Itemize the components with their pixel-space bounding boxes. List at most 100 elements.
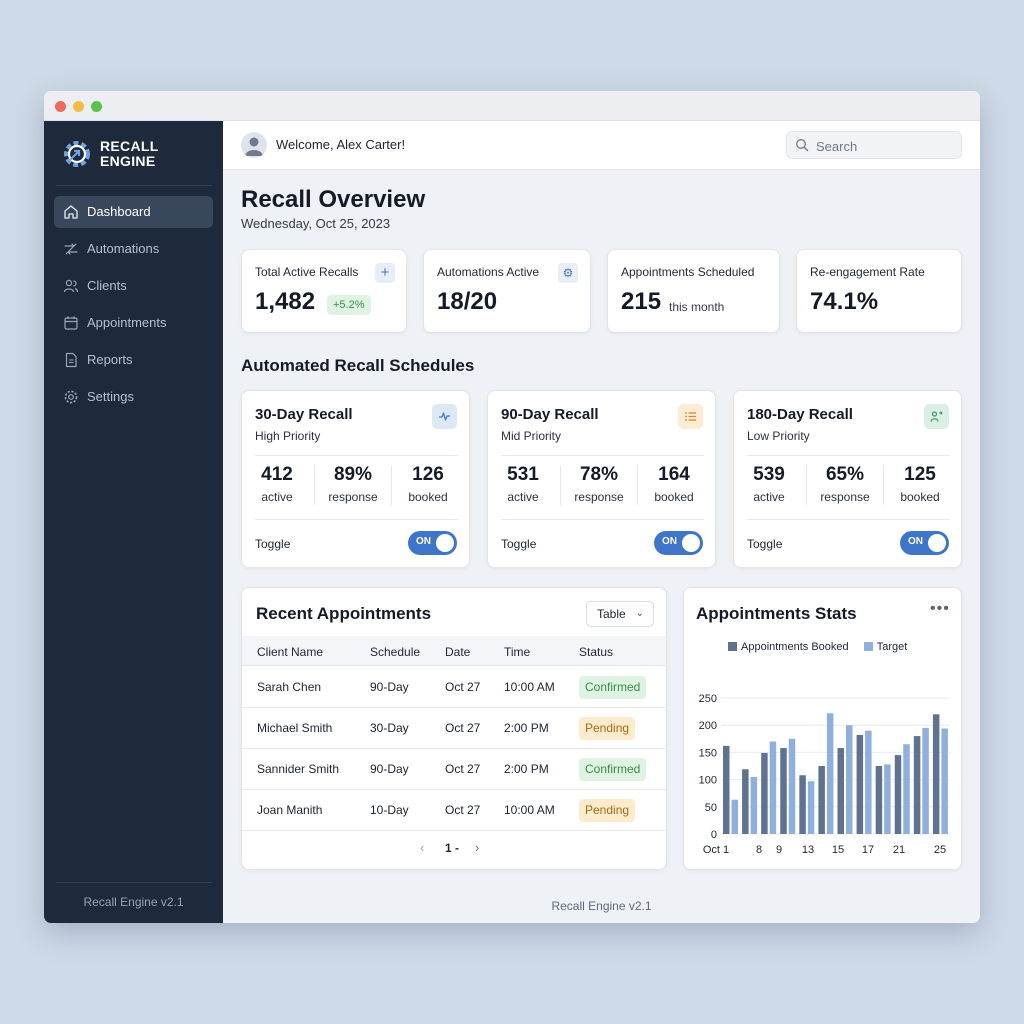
column-header[interactable]: Schedule xyxy=(370,645,421,659)
divider xyxy=(637,465,638,505)
bar-target xyxy=(846,725,853,834)
x-tick-label: 8 xyxy=(756,844,762,856)
recall-toggle-switch[interactable]: ON xyxy=(408,531,457,555)
maximize-window-button[interactable] xyxy=(91,101,102,112)
bar-target xyxy=(826,713,834,834)
welcome-message: Welcome, Alex Carter! xyxy=(276,137,406,152)
document-icon xyxy=(65,352,77,368)
toggle-knob xyxy=(928,534,946,552)
stat-card-reengagement-rate[interactable]: Re-engagement Rate 74.1% xyxy=(796,249,962,333)
recall-priority: Mid Priority xyxy=(501,429,562,443)
page-date: Wednesday, Oct 25, 2023 xyxy=(241,216,391,231)
stat-suffix: this month xyxy=(669,300,725,314)
toggle-label: Toggle xyxy=(501,537,537,551)
pulse-icon[interactable] xyxy=(432,404,457,429)
sidebar-item-appointments[interactable]: Appointments xyxy=(54,307,213,339)
bar-target xyxy=(769,741,777,834)
recent-appointments-card: Recent Appointments Table ⌄ Client Name … xyxy=(241,587,667,870)
status-badge: Confirmed xyxy=(579,676,647,699)
table-row[interactable]: Joan Manith 10-Day Oct 27 10:00 AM Pendi… xyxy=(242,790,666,831)
sidebar-item-settings[interactable]: Settings xyxy=(54,381,213,413)
table-row[interactable]: Michael Smith 30-Day Oct 27 2:00 PM Pend… xyxy=(242,708,666,749)
card-title: Appointments Stats xyxy=(696,604,857,623)
search-input[interactable]: Search xyxy=(786,131,962,159)
recall-toggle-switch[interactable]: ON xyxy=(654,531,703,555)
date: Oct 27 xyxy=(445,721,481,735)
status-badge: Pending xyxy=(579,799,636,822)
home-icon xyxy=(64,205,78,219)
bar-appointments-booked xyxy=(780,748,787,834)
title-bar xyxy=(44,91,980,121)
table-row[interactable]: Sarah Chen 90-Day Oct 27 10:00 AM Confir… xyxy=(242,667,666,708)
divider xyxy=(747,455,950,456)
schedule: 30-Day xyxy=(370,721,409,735)
divider xyxy=(56,185,212,186)
bar-target xyxy=(922,727,929,834)
client-name: Sannider Smith xyxy=(257,762,340,776)
bar-target xyxy=(731,799,738,834)
bar-target xyxy=(903,744,910,834)
close-window-button[interactable] xyxy=(55,101,66,112)
sidebar-item-clients[interactable]: Clients xyxy=(54,270,213,302)
sidebar-item-reports[interactable]: Reports xyxy=(54,344,213,376)
toggle-state: ON xyxy=(416,536,431,547)
recall-priority: High Priority xyxy=(255,429,321,443)
sidebar-item-label: Appointments xyxy=(87,315,167,330)
y-tick-label: 100 xyxy=(699,775,717,787)
bar-appointments-booked xyxy=(761,752,768,834)
column-header[interactable]: Client Name xyxy=(257,645,324,659)
stat-card-automations-active[interactable]: Automations Active ⚙ 18/20 xyxy=(423,249,591,333)
legend-item-booked: Appointments Booked xyxy=(728,641,849,653)
date: Oct 27 xyxy=(445,803,481,817)
sidebar-nav: Dashboard Automations Clients Appointmen… xyxy=(54,196,213,418)
more-options-icon[interactable]: ••• xyxy=(930,600,950,617)
divider xyxy=(501,519,704,520)
divider xyxy=(883,465,884,505)
bar-appointments-booked xyxy=(723,745,730,834)
view-select[interactable]: Table ⌄ xyxy=(586,601,654,627)
sidebar-item-automations[interactable]: Automations xyxy=(54,233,213,265)
user-flow-icon[interactable] xyxy=(924,404,949,429)
schedule: 90-Day xyxy=(370,680,409,694)
chevron-right-icon[interactable]: › xyxy=(475,840,480,855)
stat-card-appointments-scheduled[interactable]: Appointments Scheduled 215 this month xyxy=(607,249,780,333)
recall-card-90-day[interactable]: 90-Day Recall Mid Priority 531 active 78%… xyxy=(487,390,716,568)
sidebar-item-dashboard[interactable]: Dashboard xyxy=(54,196,213,228)
time: 10:00 AM xyxy=(504,803,555,817)
card-title: Recent Appointments xyxy=(256,604,432,623)
list-icon[interactable] xyxy=(678,404,703,429)
bar-target xyxy=(884,764,891,834)
divider xyxy=(806,465,807,505)
table-row[interactable]: Sannider Smith 90-Day Oct 27 2:00 PM Con… xyxy=(242,749,666,790)
metric-booked: 126 booked xyxy=(408,464,448,504)
stat-card-total-active-recalls[interactable]: Total Active Recalls + 1,482 +5.2% xyxy=(241,249,407,333)
gear-logo-icon xyxy=(64,141,90,167)
trend-badge: +5.2% xyxy=(327,295,371,315)
plus-icon[interactable]: + xyxy=(375,263,395,283)
gear-icon[interactable]: ⚙ xyxy=(558,263,578,283)
column-header[interactable]: Time xyxy=(504,645,531,659)
main-content: Welcome, Alex Carter! Search Recall Over… xyxy=(223,121,980,923)
appointments-bar-chart: 0 50 100 150 200 250 Oct 1 8 9 13 15 17 21 25 xyxy=(699,693,950,856)
bar-appointments-booked xyxy=(913,736,921,834)
divider xyxy=(255,455,458,456)
bar-appointments-booked xyxy=(894,755,902,834)
bar-appointments-booked xyxy=(799,775,806,834)
recall-card-30-day[interactable]: 30-Day Recall High Priority 412 active 89… xyxy=(241,390,470,568)
app-logo[interactable]: RECALL ENGINE xyxy=(60,137,210,171)
search-placeholder: Search xyxy=(816,139,858,154)
bar-appointments-booked xyxy=(818,766,825,834)
page-number[interactable]: 1 - xyxy=(445,841,460,855)
bar-appointments-booked xyxy=(837,748,844,834)
minimize-window-button[interactable] xyxy=(73,101,84,112)
recall-toggle-switch[interactable]: ON xyxy=(900,531,949,555)
avatar[interactable] xyxy=(241,132,267,158)
stat-value: 1,482 xyxy=(255,288,316,315)
column-header[interactable]: Date xyxy=(445,645,471,659)
sidebar-item-label: Clients xyxy=(87,278,127,293)
column-header[interactable]: Status xyxy=(579,645,614,659)
date: Oct 27 xyxy=(445,680,481,694)
chevron-left-icon[interactable]: ‹ xyxy=(420,840,425,855)
recall-card-180-day[interactable]: 180-Day Recall Low Priority 539 active 65… xyxy=(733,390,962,568)
status-badge: Confirmed xyxy=(579,758,647,781)
